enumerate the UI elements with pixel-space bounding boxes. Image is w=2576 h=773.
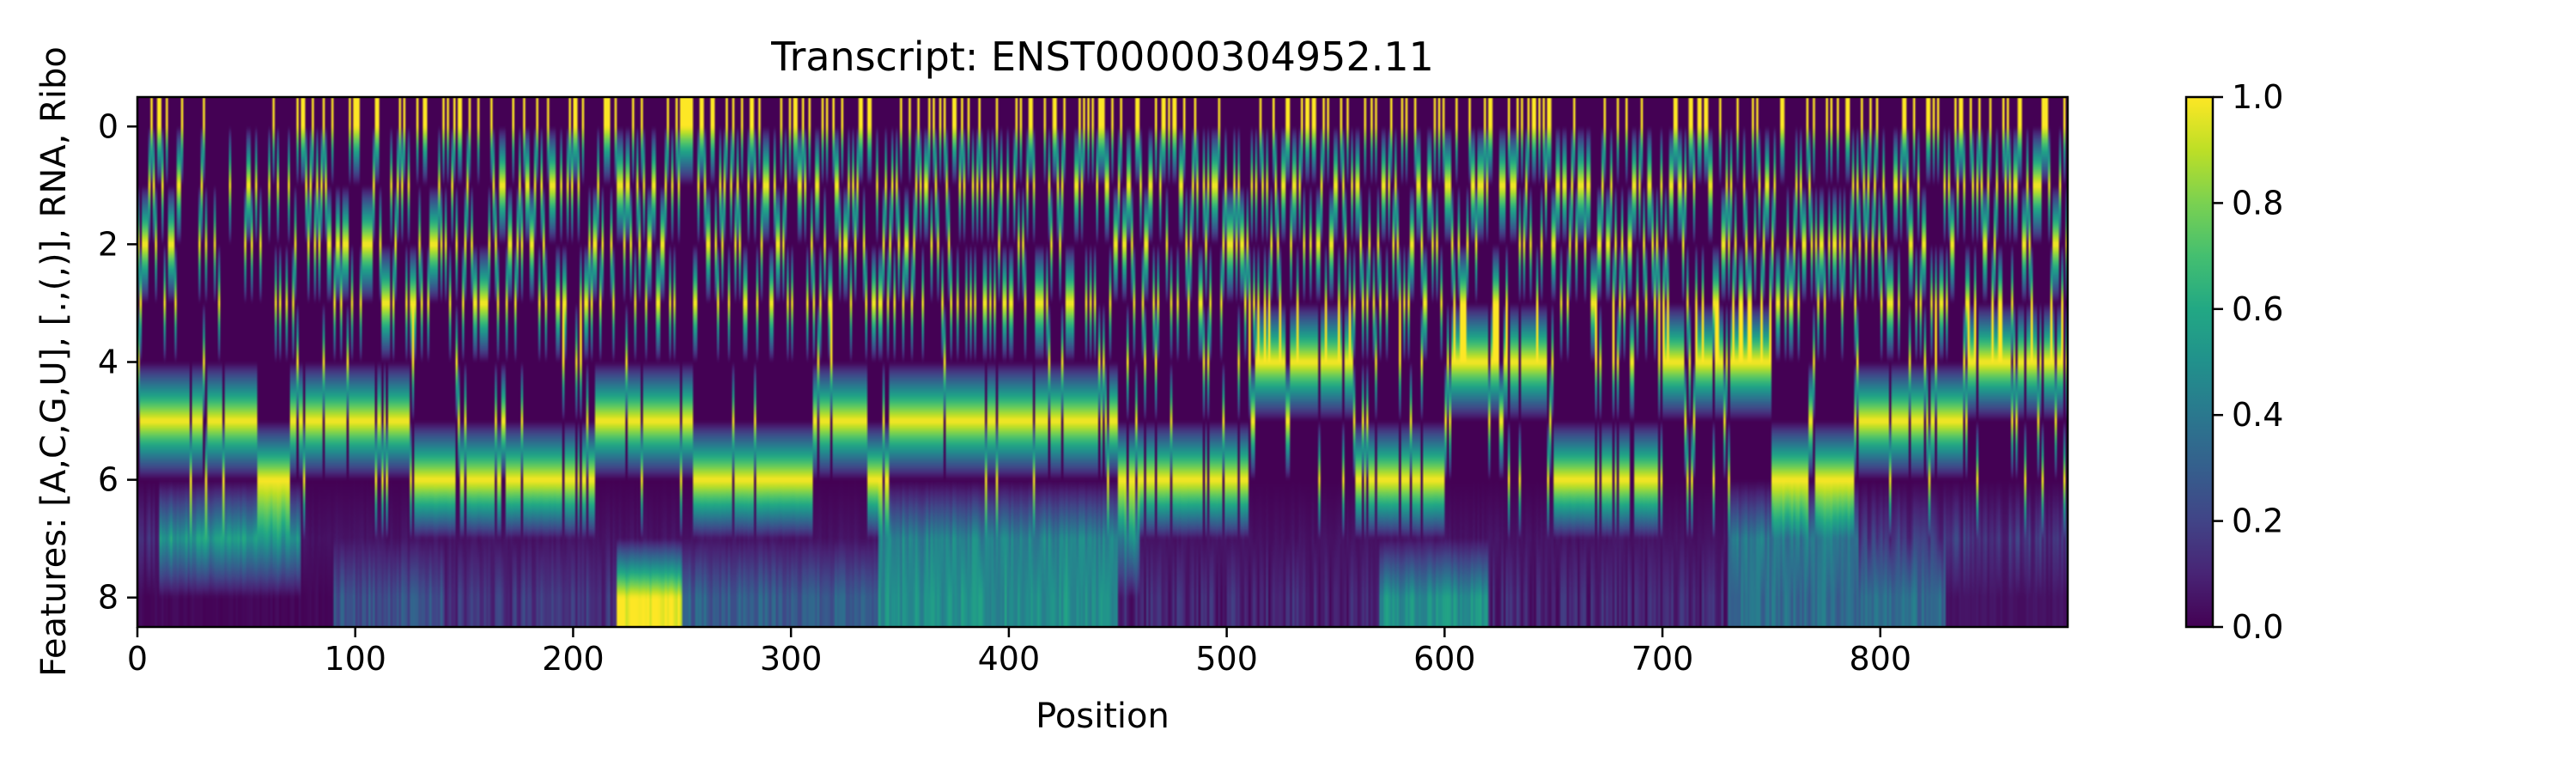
y-tick-label: 8	[98, 579, 118, 617]
colorbar-tick-label: 1.0	[2232, 78, 2283, 116]
x-axis-label: Position	[1036, 697, 1170, 736]
y-tick-label: 6	[98, 461, 118, 499]
y-axis-label: Features: [A,C,G,U], [.,(,)], RNA, Ribo	[34, 46, 74, 677]
colorbar-tick-label: 0.6	[2232, 290, 2283, 328]
x-tick-label: 300	[760, 640, 823, 678]
chart-title: Transcript: ENST00000304952.11	[770, 33, 1434, 80]
x-axis: 0 100 200 300 400 500 600 700 800	[127, 627, 1911, 678]
y-axis: 0 2 4 6 8	[98, 107, 137, 616]
colorbar-axis: 0.0 0.2 0.4 0.6 0.8 1.0	[2213, 78, 2283, 646]
y-tick-label: 2	[98, 225, 118, 263]
x-tick-label: 200	[542, 640, 605, 678]
y-tick-label: 4	[98, 344, 118, 381]
colorbar-tick-label: 0.2	[2232, 502, 2283, 540]
x-tick-label: 400	[978, 640, 1041, 678]
x-tick-label: 500	[1195, 640, 1258, 678]
colorbar-tick-label: 0.8	[2232, 184, 2283, 222]
colorbar: 0.0 0.2 0.4 0.6 0.8 1.0	[2186, 78, 2283, 646]
x-tick-label: 800	[1850, 640, 1912, 678]
colorbar-gradient	[2186, 97, 2213, 627]
colorbar-tick-label: 0.4	[2232, 396, 2283, 434]
colorbar-tick-label: 0.0	[2232, 608, 2283, 646]
heatmap-plot	[137, 97, 2068, 627]
x-tick-label: 0	[127, 640, 148, 678]
heatmap-cells	[137, 97, 2068, 627]
x-tick-label: 100	[324, 640, 386, 678]
x-tick-label: 700	[1631, 640, 1694, 678]
x-tick-label: 600	[1413, 640, 1476, 678]
y-tick-label: 0	[98, 107, 118, 145]
